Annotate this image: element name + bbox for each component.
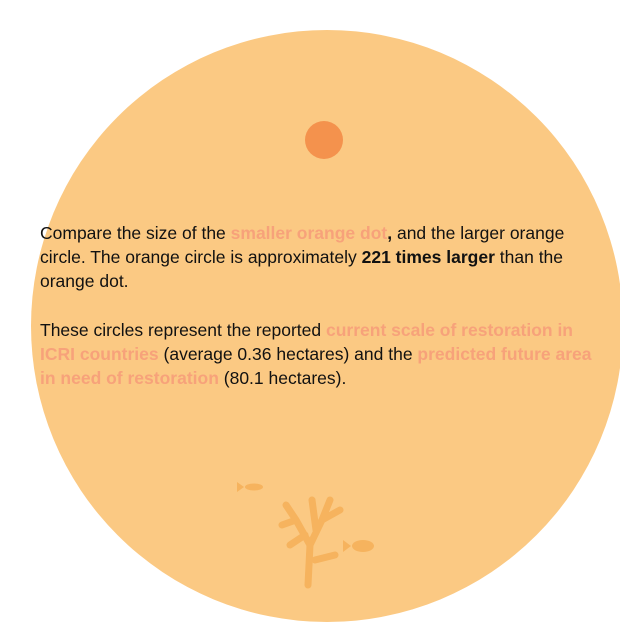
text: (80.1 hectares). <box>219 368 346 388</box>
page: Compare the size of the smaller orange d… <box>0 0 620 625</box>
paragraph: Compare the size of the smaller orange d… <box>40 221 602 293</box>
bold-text: 221 times larger <box>362 247 495 267</box>
text: (average 0.36 hectares) and the <box>159 344 418 364</box>
text: These circles represent the reported <box>40 320 326 340</box>
small-dot <box>305 121 343 159</box>
graphic <box>0 0 620 625</box>
highlight: smaller orange dot <box>231 223 388 243</box>
text: Compare the size of the <box>40 223 231 243</box>
paragraph: These circles represent the reported cur… <box>40 318 602 390</box>
